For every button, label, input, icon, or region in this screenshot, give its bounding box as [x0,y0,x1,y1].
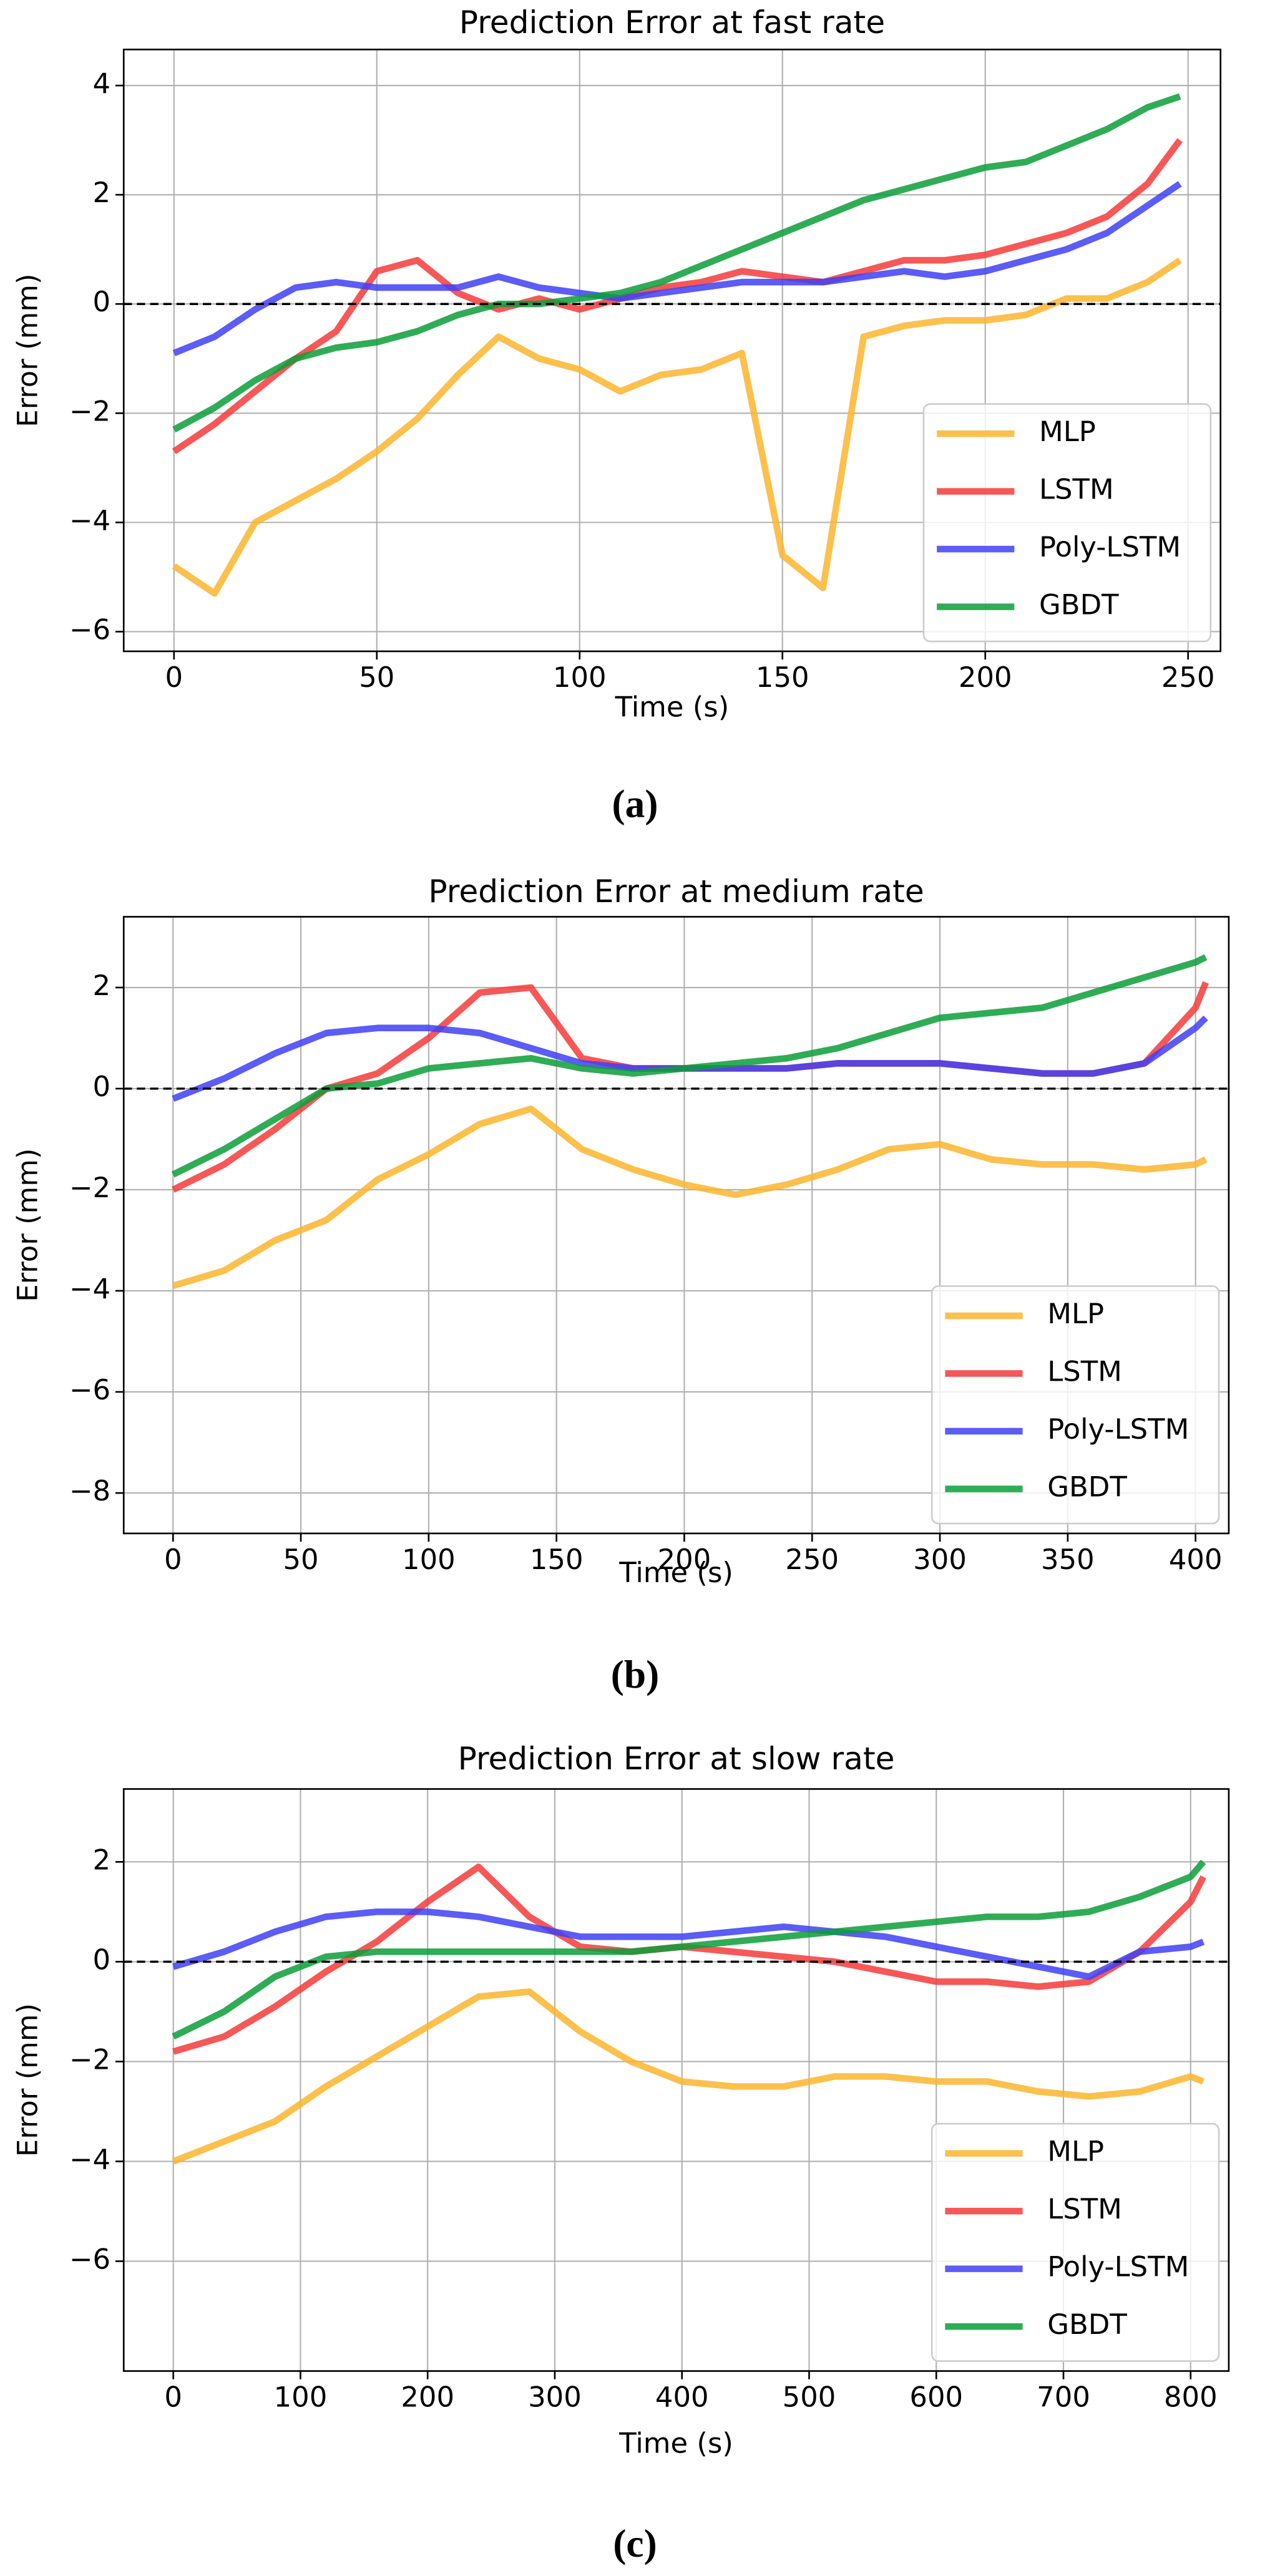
legend-label: LSTM [1047,2192,1122,2225]
x-tick-label: 300 [528,2380,582,2413]
y-tick-label: 2 [92,969,110,1002]
y-tick-label: 0 [92,1943,110,1976]
y-tick-label: −2 [69,1171,110,1204]
plot-frame [122,916,1230,1535]
x-tick-label: 100 [274,2380,328,2413]
y-axis-label: Error (mm) [11,1149,44,1302]
caption: (a) [612,782,658,826]
y-tick-label: −6 [69,1373,110,1406]
series-line [172,1106,1208,1289]
y-tick-label: −4 [69,1272,110,1305]
x-tick-label: 0 [165,661,183,694]
legend-box [931,2122,1220,2362]
chart-title: Prediction Error at fast rate [459,4,885,41]
legend-box [931,1285,1220,1525]
legend-label: LSTM [1047,1355,1122,1388]
x-tick-label: 200 [401,2380,454,2413]
x-tick-label: 300 [913,1543,967,1576]
plot-frame [122,48,1222,653]
x-tick-label: 800 [1164,2380,1218,2413]
y-tick-label: 2 [92,1843,110,1876]
x-tick-label: 350 [1041,1543,1095,1576]
series-line [172,257,1182,597]
x-axis-label: Time (s) [618,2426,733,2459]
series-line [171,954,1208,1178]
series-line [172,93,1181,433]
x-tick-label: 150 [756,661,809,694]
chart-title: Prediction Error at slow rate [458,1740,895,1777]
legend-label: Poly-LSTM [1047,2250,1189,2283]
legend-label: Poly-LSTM [1039,530,1181,563]
chart-title: Prediction Error at medium rate [428,873,924,910]
y-tick-label: −2 [69,2043,110,2076]
x-tick-label: 50 [283,1543,318,1576]
x-tick-label: 700 [1037,2380,1090,2413]
x-tick-label: 100 [402,1543,456,1576]
x-tick-label: 50 [359,661,394,694]
x-tick-label: 0 [164,1543,182,1576]
y-tick-label: −6 [69,613,110,646]
x-axis-label: Time (s) [615,690,730,723]
y-tick-label: −8 [69,1474,110,1507]
legend-box [922,403,1212,643]
series-line [172,1988,1205,2165]
y-tick-label: −4 [69,2142,110,2175]
y-tick-label: 2 [92,176,110,209]
x-axis-label: Time (s) [618,1556,733,1589]
caption: (b) [611,1652,659,1696]
legend-label: LSTM [1039,473,1114,506]
chart-panel: 0 50 100 150 200 250 300 350 400 −8 −6 −4 −2 0 2 Predic… [11,873,1230,1696]
legend-label: MLP [1039,415,1096,448]
y-tick-label: 0 [92,1070,110,1103]
y-tick-label: 0 [92,285,110,318]
x-tick-label: 0 [164,2380,182,2413]
x-tick-label: 100 [553,661,607,694]
series-line [172,138,1183,454]
x-tick-label: 200 [959,661,1012,694]
x-tick-label: 400 [655,2380,709,2413]
y-tick-label: −2 [69,394,110,427]
x-tick-label: 500 [783,2380,836,2413]
y-axis-label: Error (mm) [11,2003,44,2157]
y-axis-label: Error (mm) [11,274,44,427]
caption: (c) [613,2521,657,2565]
x-tick-label: 150 [530,1543,584,1576]
y-tick-label: −6 [69,2242,110,2275]
legend-label: GBDT [1047,1470,1127,1504]
y-tick-label: 4 [92,67,110,100]
chart-panel: 0 100 200 300 400 500 600 700 800 −6 −4 −2 0 2 Predict… [11,1740,1230,2565]
x-tick-label: 600 [909,2380,963,2413]
x-tick-label: 400 [1169,1543,1223,1576]
series-line [172,181,1182,356]
plot-frame [122,1788,1230,2372]
series-line [172,1908,1205,1980]
legend-label: Poly-LSTM [1047,1412,1189,1446]
legend-label: MLP [1047,2135,1104,2168]
chart-panel: 0 50 100 150 200 250 −6 −4 −2 0 2 4 Prediction Error… [11,4,1222,826]
x-tick-label: 200 [658,1543,711,1576]
legend-label: GBDT [1047,2308,1127,2341]
x-tick-label: 250 [1161,661,1215,694]
y-tick-label: −4 [69,503,110,537]
legend-label: MLP [1047,1297,1104,1330]
legend-label: GBDT [1039,588,1119,621]
x-tick-label: 250 [785,1543,839,1576]
series-line [172,1859,1206,2040]
